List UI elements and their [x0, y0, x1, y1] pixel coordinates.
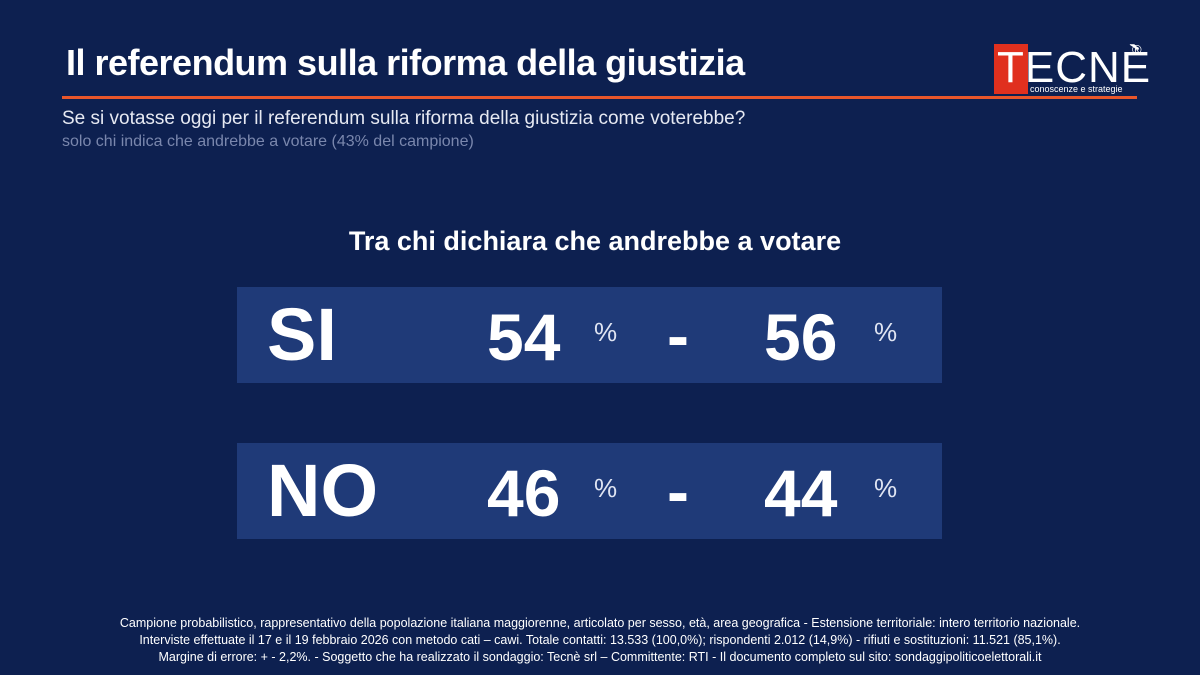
result-low-value: 46: [487, 456, 561, 530]
footer-line: Campione probabilistico, rappresentativo…: [119, 616, 1081, 630]
logo-wordmark: TECNÈ: [997, 43, 1152, 92]
survey-question: Se si votasse oggi per il referendum sul…: [62, 108, 746, 129]
percent-sign: %: [594, 473, 618, 503]
tecne-logo: TECNÈ ® conoscenze e strategie: [994, 42, 1150, 96]
logo-tagline: conoscenze e strategie: [1030, 84, 1123, 94]
sample-note: solo chi indica che andrebbe a votare (4…: [62, 133, 474, 150]
result-label: NO: [267, 449, 378, 532]
range-separator: -: [667, 298, 689, 372]
section-subheading: Tra chi dichiara che andrebbe a votare: [348, 226, 842, 256]
logo-red-block: [994, 44, 1028, 94]
percent-sign: %: [874, 317, 898, 347]
result-row-si: SI 54 % - 56 %: [237, 287, 942, 383]
registered-mark: ®: [1132, 42, 1142, 57]
result-row-no: NO 46 % - 44 %: [237, 443, 942, 539]
result-label: SI: [267, 293, 337, 376]
header-divider: [62, 96, 1137, 99]
percent-sign: %: [874, 473, 898, 503]
range-separator: -: [667, 454, 689, 528]
result-low-value: 54: [487, 300, 561, 374]
result-high-value: 56: [764, 300, 838, 374]
page-title: Il referendum sulla riforma della giusti…: [66, 42, 745, 83]
percent-sign: %: [594, 317, 618, 347]
methodology-footer: Campione probabilistico, rappresentativo…: [0, 615, 1200, 666]
footer-line: Interviste effettuate il 17 e il 19 febb…: [139, 633, 1061, 647]
result-high-value: 44: [764, 456, 838, 530]
footer-line: Margine di errore: + - 2,2%. - Soggetto …: [158, 650, 1042, 664]
